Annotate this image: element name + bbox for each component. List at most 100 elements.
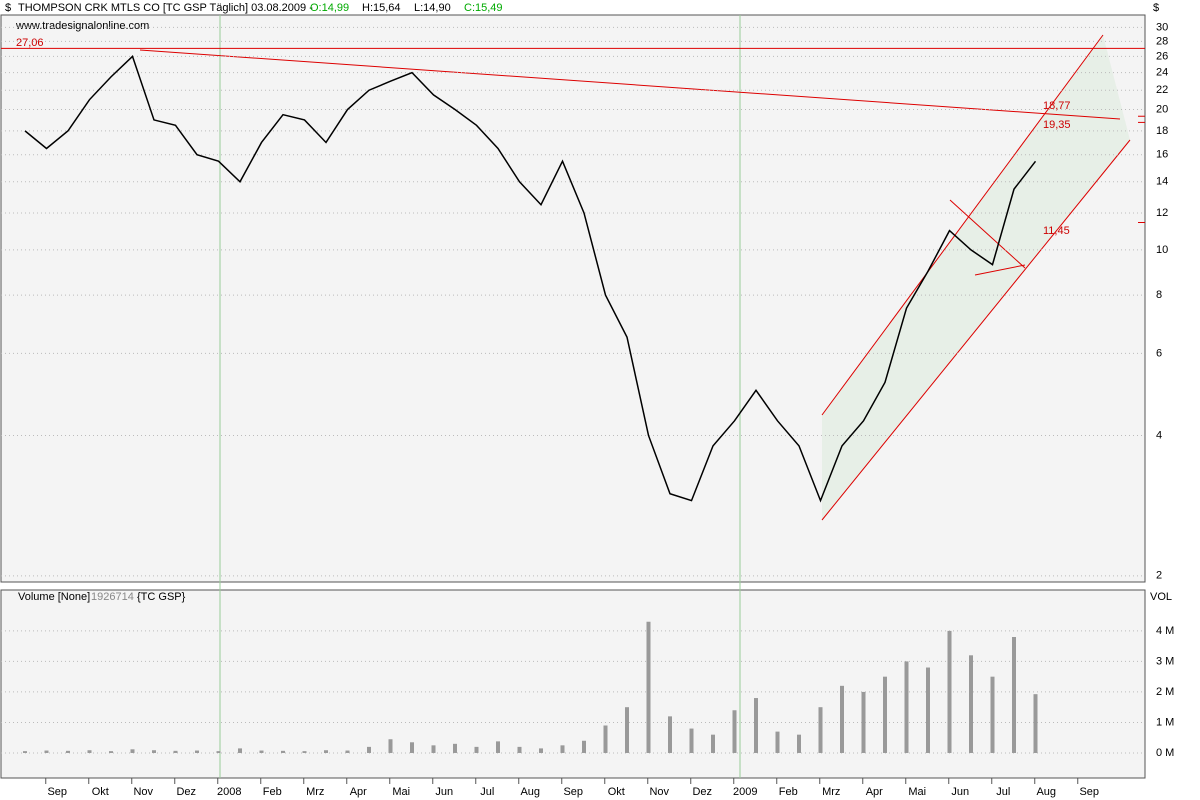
y-tick-label: 24 [1156,67,1168,79]
volume-bar [840,685,844,753]
channel-line [821,139,1131,521]
y-tick-label: 14 [1156,176,1168,188]
level-label: 11,45 [1043,225,1070,237]
volume-bar [818,707,823,753]
volume-bar [969,655,973,753]
volume-bar [173,750,178,753]
x-tick-label: Dez [692,786,712,798]
triangle-line [949,199,1026,269]
source: www.tradesignalonline.com [15,20,149,32]
x-tick-label: Jul [480,786,494,798]
y-tick-label: 16 [1156,149,1168,161]
volume-bar [754,698,758,753]
x-tick-label: Jun [951,786,969,798]
x-tick-label: Aug [1036,786,1056,798]
volume-bar [259,750,264,753]
x-tick-label: Jul [996,786,1010,798]
volume-bar [646,621,651,753]
y-tick-label: 3 M [1156,655,1174,667]
volume-bar [990,676,995,753]
ohlc-high: H:15,64 [362,2,401,14]
y-tick-label: 22 [1156,84,1168,96]
volume-bar [410,742,414,753]
y-tick-label: 2 M [1156,686,1174,698]
y-tick-label: 4 M [1156,625,1174,637]
x-tick-label: Sep [563,786,583,798]
level-label: 19,35 [1043,119,1071,131]
x-tick-label: Feb [263,786,282,798]
y-tick-label: 0 M [1156,747,1174,759]
volume-last: 1926714 [91,591,134,603]
volume-title: Volume [None] [18,591,90,603]
y-tick-label: 26 [1156,50,1168,62]
y-tick-label: 28 [1156,35,1168,47]
volume-bar [23,751,27,753]
icon: $ [5,2,11,14]
volume-bar [324,750,328,753]
y-tick-label: 12 [1156,207,1168,219]
x-tick-label: Feb [779,786,798,798]
channel-fill [822,35,1130,520]
trend-line [139,49,1121,120]
level-label: 27,06 [16,37,44,49]
ohlc-close: C:15,49 [464,2,503,14]
triangle-line [974,264,1026,276]
x-tick-label: Sep [1079,786,1099,798]
x-tick-label: Okt [608,786,625,798]
x-tick-label: Okt [92,786,109,798]
volume-panel [0,589,1146,779]
ohlc-open: O:14,99 [310,2,349,14]
volume-bar [1033,694,1038,753]
x-tick-label: Apr [866,786,883,798]
x-tick-label: Jun [435,786,453,798]
y-tick-label: 4 [1156,429,1162,441]
y-tick-label: 6 [1156,347,1162,359]
volume-bar [797,734,801,753]
volume-axis-label: VOL [1150,591,1172,603]
volume-bar [711,734,715,753]
ohlc-low: L:14,90 [414,2,451,14]
chart-title: THOMPSON CRK MTLS CO [TC GSP Täglich] 03… [18,2,313,14]
level-label: 18,77 [1043,100,1071,112]
x-tick-label: Aug [520,786,540,798]
volume-bar [281,750,285,753]
volume-bar [775,731,780,753]
x-tick-label: Dez [176,786,196,798]
volume-bar [947,630,952,753]
volume-bar [66,750,70,753]
volume-bar [582,740,586,753]
y-tick-label: 20 [1156,103,1168,115]
x-tick-label: Nov [649,786,669,798]
y-tick-label: 30 [1156,21,1168,33]
y-tick-label: 10 [1156,244,1168,256]
volume-bar [603,725,608,753]
volume-bar [130,749,135,753]
x-tick-label: Sep [47,786,67,798]
x-tick-label: Mai [908,786,926,798]
volume-bar [238,748,242,753]
x-tick-label: 2008 [217,786,241,798]
volume-bar [539,748,543,753]
y-tick-label: 2 [1156,570,1162,582]
volume-bar [302,751,307,753]
volume-bar [195,750,199,753]
volume-bar [367,746,371,753]
y-tick-label: 1 M [1156,716,1174,728]
volume-bar [861,691,866,753]
x-tick-label: Apr [350,786,367,798]
volume-bar [44,750,49,753]
y-tick-label: 18 [1156,125,1168,137]
volume-bar [453,743,457,753]
x-tick-label: Nov [133,786,153,798]
volume-bar [560,745,565,753]
volume-bar [689,728,694,753]
volume-bar [496,741,500,753]
volume-bar [216,751,221,753]
channel-line [821,34,1104,416]
volume-bar [668,716,672,753]
volume-bar [1012,637,1016,753]
volume-bar [883,676,887,753]
volume-bar [625,707,629,753]
